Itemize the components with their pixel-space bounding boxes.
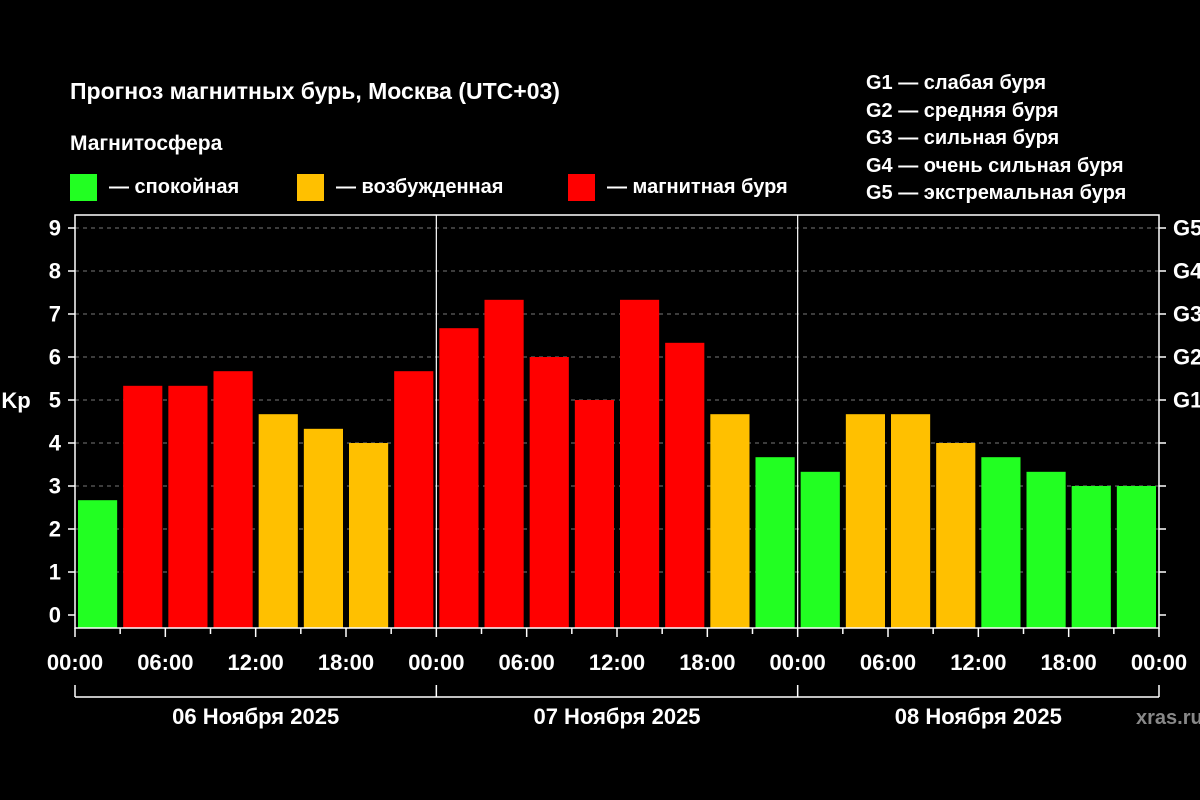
legend-excited: — возбужденная [297,173,503,201]
bar-4 [258,414,298,628]
bar-13 [665,342,705,628]
x-tick-label: 12:00 [950,650,1006,675]
x-tick-label: 12:00 [589,650,645,675]
y-tick-label: 9 [49,216,61,241]
x-tick-label: 12:00 [228,650,284,675]
bar-17 [845,414,885,628]
axes: 0 1 2 3 4 5 6 7 8 9 G1 G2 G3 G4 G5 00:00 06:00 12:00 18:00… [47,214,1200,729]
legend-storm-swatch [568,173,595,201]
bar-15 [755,457,795,628]
storm-legend-g4: G4 — очень сильная буря [866,154,1124,177]
bar-22 [1071,486,1111,628]
bar-5 [303,428,343,628]
x-tick-label: 18:00 [318,650,374,675]
bar-18 [891,414,931,628]
bar-8 [439,328,479,628]
x-tick-label: 00:00 [408,650,464,675]
chart-title: Прогноз магнитных бурь, Москва (UTC+03) [70,78,560,104]
bar-9 [484,299,524,628]
bar-19 [936,443,976,628]
right-tick-label-g5: G5 [1173,216,1200,241]
bar-23 [1116,486,1156,628]
chart-subtitle: Магнитосфера [70,132,223,155]
legend-calm-swatch [70,173,97,201]
x-tick-label: 00:00 [770,650,826,675]
day-label-0: 06 Ноября 2025 [172,704,339,729]
x-tick-label: 06:00 [860,650,916,675]
x-tick-label: 06:00 [499,650,555,675]
x-tick-label: 18:00 [1041,650,1097,675]
x-tick-label: 06:00 [137,650,193,675]
bar-14 [710,414,750,628]
bar-20 [981,457,1021,628]
y-tick-label: 8 [49,259,61,284]
legend-calm-label: — спокойная [109,175,240,198]
y-tick-label: 3 [49,474,61,499]
right-tick-label-g3: G3 [1173,302,1200,327]
bar-7 [394,371,434,628]
bar-11 [574,400,614,628]
legend-excited-label: — возбужденная [336,175,504,198]
storm-legend-g3: G3 — сильная буря [866,127,1060,149]
storm-legend-g5: G5 — экстремальная буря [866,182,1127,204]
right-tick-label-g2: G2 [1173,345,1200,370]
x-tick-label: 00:00 [47,650,103,675]
y-axis-label: Kp [1,388,30,413]
y-tick-label: 0 [49,603,61,628]
bar-0 [78,500,118,628]
legend-storm: — магнитная буря [568,173,788,201]
legend-storm-label: — магнитная буря [607,175,788,198]
y-tick-label: 1 [49,560,61,585]
legend-calm: — спокойная [70,173,239,201]
right-tick-label-g1: G1 [1173,388,1200,413]
bar-3 [213,371,253,628]
bar-1 [123,385,163,628]
day-label-1: 07 Ноября 2025 [533,704,700,729]
x-tick-label: 18:00 [679,650,735,675]
bar-10 [529,357,569,628]
y-tick-label: 2 [49,517,61,542]
storm-legend-g1: G1 — слабая буря [866,72,1047,94]
bar-21 [1026,471,1066,628]
y-tick-label: 6 [49,345,61,370]
bar-16 [800,471,840,628]
y-tick-label: 5 [49,388,61,413]
grid-lines [75,215,1159,628]
bar-6 [349,443,389,628]
y-tick-label: 4 [49,431,62,456]
bar-2 [168,385,208,628]
bars [78,299,1156,628]
day-label-2: 08 Ноября 2025 [895,704,1062,729]
bar-12 [620,299,660,628]
storm-level-legend: G1 — слабая буря G2 — средняя буря G3 — … [866,70,1126,208]
right-tick-label-g4: G4 [1173,259,1200,284]
storm-legend-g2: G2 — средняя буря [866,99,1059,122]
x-tick-label: 00:00 [1131,650,1187,675]
legend-excited-swatch [297,173,324,201]
y-tick-label: 7 [49,302,61,327]
watermark: xras.ru [1136,707,1200,729]
